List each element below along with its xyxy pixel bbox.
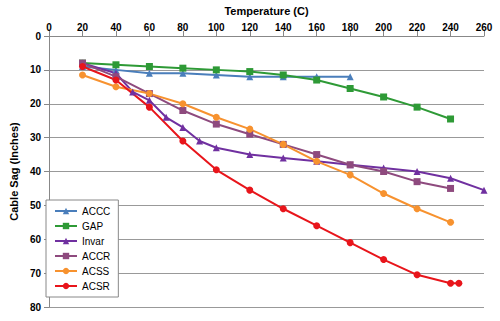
svg-text:220: 220 <box>409 22 426 33</box>
svg-text:0: 0 <box>35 31 41 42</box>
svg-text:GAP: GAP <box>82 221 103 232</box>
svg-text:0: 0 <box>46 22 52 33</box>
svg-text:Invar: Invar <box>82 236 105 247</box>
svg-text:260: 260 <box>476 22 493 33</box>
svg-text:240: 240 <box>442 22 459 33</box>
svg-text:60: 60 <box>144 22 156 33</box>
svg-text:80: 80 <box>177 22 189 33</box>
svg-text:50: 50 <box>30 200 42 211</box>
svg-text:120: 120 <box>241 22 258 33</box>
svg-text:30: 30 <box>30 132 42 143</box>
svg-text:ACSS: ACSS <box>82 266 110 277</box>
svg-text:140: 140 <box>275 22 292 33</box>
svg-text:80: 80 <box>30 302 42 313</box>
svg-text:60: 60 <box>30 234 42 245</box>
svg-text:ACCC: ACCC <box>82 206 110 217</box>
svg-text:Temperature (C): Temperature (C) <box>224 5 308 17</box>
svg-text:200: 200 <box>375 22 392 33</box>
svg-text:20: 20 <box>77 22 89 33</box>
svg-text:180: 180 <box>342 22 359 33</box>
svg-text:ACCR: ACCR <box>82 251 110 262</box>
svg-text:70: 70 <box>30 268 42 279</box>
svg-text:20: 20 <box>30 98 42 109</box>
svg-text:Cable Sag (Inches): Cable Sag (Inches) <box>8 122 20 221</box>
svg-text:100: 100 <box>208 22 225 33</box>
svg-text:160: 160 <box>308 22 325 33</box>
svg-text:40: 40 <box>110 22 122 33</box>
svg-text:40: 40 <box>30 166 42 177</box>
svg-text:10: 10 <box>30 64 42 75</box>
svg-text:ACSR: ACSR <box>82 281 110 292</box>
